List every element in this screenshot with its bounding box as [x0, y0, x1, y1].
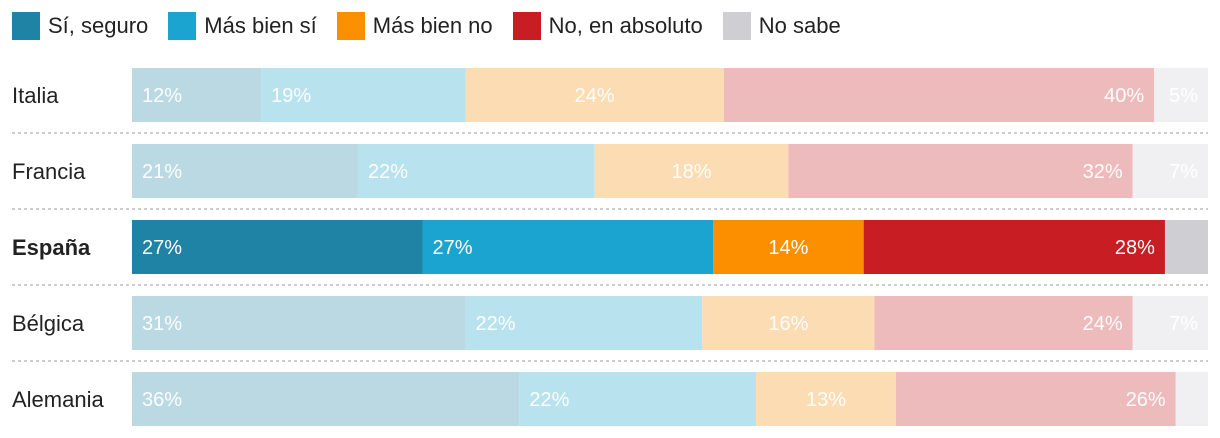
legend-item-no-sabe[interactable]: No sabe — [722, 12, 841, 40]
value-label-alemania-si-seguro: 36% — [142, 389, 182, 411]
value-label-espana-no-en-absoluto: 28% — [1115, 237, 1155, 259]
bar-segment-francia-mas-bien-no[interactable] — [594, 144, 789, 198]
legend-swatch-no-en-absoluto — [512, 12, 541, 40]
bar-segment-belgica-mas-bien-si[interactable] — [465, 296, 703, 350]
legend-label-mas-bien-no: Más bien no — [372, 13, 493, 38]
value-label-alemania-no-en-absoluto: 26% — [1126, 389, 1166, 411]
legend-label-si-seguro: Sí, seguro — [48, 13, 149, 38]
bar-segment-espana-mas-bien-si[interactable] — [422, 220, 714, 274]
value-label-espana-mas-bien-si: 27% — [433, 237, 473, 259]
bar-segment-espana-no-en-absoluto[interactable] — [863, 220, 1165, 274]
value-label-italia-mas-bien-si: 19% — [271, 85, 311, 107]
legend-swatch-mas-bien-si — [168, 12, 197, 40]
bar-segment-francia-mas-bien-si[interactable] — [357, 144, 595, 198]
country-label-alemania: Alemania — [12, 387, 104, 412]
bar-segment-espana-mas-bien-no[interactable] — [713, 220, 864, 274]
bar-segment-belgica-si-seguro[interactable] — [132, 296, 466, 350]
bar-segment-alemania-mas-bien-si[interactable] — [519, 372, 757, 426]
bar-segment-belgica-no-sabe[interactable] — [1132, 296, 1208, 350]
legend-swatch-si-seguro — [12, 12, 40, 40]
value-label-francia-no-en-absoluto: 32% — [1083, 161, 1123, 183]
value-label-italia-no-en-absoluto: 40% — [1104, 85, 1144, 107]
value-label-francia-mas-bien-si: 22% — [368, 161, 408, 183]
bar-segment-belgica-mas-bien-no[interactable] — [702, 296, 875, 350]
country-label-espana: España — [12, 235, 91, 260]
bar-segment-francia-no-sabe[interactable] — [1132, 144, 1208, 198]
country-label-belgica: Bélgica — [12, 311, 85, 336]
bar-segment-alemania-mas-bien-no[interactable] — [756, 372, 896, 426]
bar-segment-alemania-no-en-absoluto[interactable] — [895, 372, 1176, 426]
value-label-italia-no-sabe: 5% — [1169, 85, 1198, 107]
value-label-belgica-no-sabe: 7% — [1169, 313, 1198, 335]
value-label-francia-no-sabe: 7% — [1169, 161, 1198, 183]
legend-item-si-seguro[interactable]: Sí, seguro — [12, 12, 148, 40]
legend-label-no-en-absoluto: No, en absoluto — [548, 13, 703, 38]
bar-segment-espana-no-sabe[interactable] — [1164, 220, 1208, 274]
legend-item-mas-bien-si[interactable]: Más bien sí — [168, 12, 317, 40]
bar-segment-italia-no-en-absoluto[interactable] — [723, 68, 1155, 122]
value-label-alemania-mas-bien-si: 22% — [529, 389, 569, 411]
value-label-espana-si-seguro: 27% — [142, 237, 182, 259]
bar-segment-italia-mas-bien-no[interactable] — [465, 68, 724, 122]
bar-segment-belgica-no-en-absoluto[interactable] — [874, 296, 1133, 350]
value-label-italia-mas-bien-no: 24% — [575, 85, 615, 107]
bar-segment-francia-si-seguro[interactable] — [132, 144, 358, 198]
bar-segment-alemania-no-sabe[interactable] — [1175, 372, 1208, 426]
value-label-belgica-si-seguro: 31% — [142, 313, 182, 335]
value-label-belgica-mas-bien-no: 16% — [768, 313, 808, 335]
bar-segment-italia-si-seguro[interactable] — [132, 68, 262, 122]
value-label-francia-mas-bien-no: 18% — [672, 161, 712, 183]
country-label-italia: Italia — [12, 83, 59, 108]
legend-label-no-sabe: No sabe — [758, 13, 841, 38]
country-label-francia: Francia — [12, 159, 86, 184]
legend-label-mas-bien-si: Más bien sí — [204, 13, 317, 38]
legend-swatch-no-sabe — [722, 12, 751, 40]
legend-item-no-en-absoluto[interactable]: No, en absoluto — [512, 12, 703, 40]
bar-segment-francia-no-en-absoluto[interactable] — [788, 144, 1133, 198]
chart-legend: Sí, seguro Más bien sí Más bien no No, e… — [12, 10, 861, 42]
value-label-belgica-no-en-absoluto: 24% — [1083, 313, 1123, 335]
value-label-belgica-mas-bien-si: 22% — [476, 313, 516, 335]
legend-item-mas-bien-no[interactable]: Más bien no — [336, 12, 493, 40]
bar-segment-italia-no-sabe[interactable] — [1154, 68, 1208, 122]
value-label-italia-si-seguro: 12% — [142, 85, 182, 107]
value-label-espana-mas-bien-no: 14% — [768, 237, 808, 259]
value-label-alemania-mas-bien-no: 13% — [806, 389, 846, 411]
value-label-francia-si-seguro: 21% — [142, 161, 182, 183]
bar-segment-alemania-si-seguro[interactable] — [132, 372, 520, 426]
bar-segment-italia-mas-bien-si[interactable] — [261, 68, 466, 122]
bar-segment-espana-si-seguro[interactable] — [132, 220, 423, 274]
legend-swatch-mas-bien-no — [336, 12, 365, 40]
